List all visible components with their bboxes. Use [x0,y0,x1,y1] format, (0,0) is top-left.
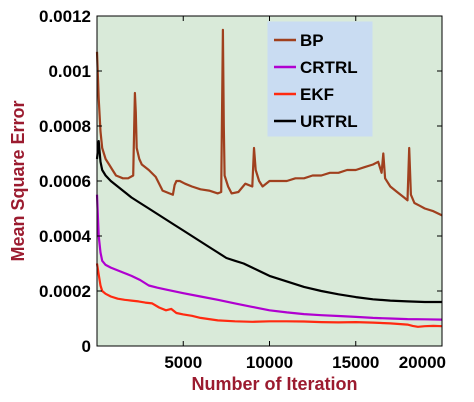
y-tick-label: 0.0006 [39,172,91,191]
legend-label-crtrl: CRTRL [300,58,358,77]
y-axis-title: Mean Square Error [8,100,28,261]
x-tick-label: 5000 [164,353,202,372]
x-tick-label: 10000 [246,353,293,372]
y-tick-label: 0.0008 [39,117,91,136]
axes-layer: 0 0.0002 0.0004 0.0006 0.0008 0.001 0.0012 5000… [39,7,446,372]
legend-label-urtrl: URTRL [300,112,358,131]
series-line-bp [95,28,443,217]
series-line-crtrl [95,194,443,321]
legend-label-ekf: EKF [300,85,334,104]
y-tick-label: 0.0012 [39,7,91,26]
x-tick-label: 15000 [332,353,379,372]
legend-label-bp: BP [300,31,324,50]
series-line-ekf [95,263,443,328]
y-tick-label: 0.0002 [39,282,91,301]
y-tick-label: 0.001 [48,62,91,81]
series-line-urtrl [95,140,442,304]
y-tick-label: 0 [82,337,91,356]
series-layer [95,28,443,328]
y-tick-label: 0.0004 [39,227,92,246]
legend: BP CRTRL EKF URTRL [267,21,373,137]
x-axis-title: Number of Iteration [191,374,357,394]
x-tick-label: 20000 [399,353,446,372]
